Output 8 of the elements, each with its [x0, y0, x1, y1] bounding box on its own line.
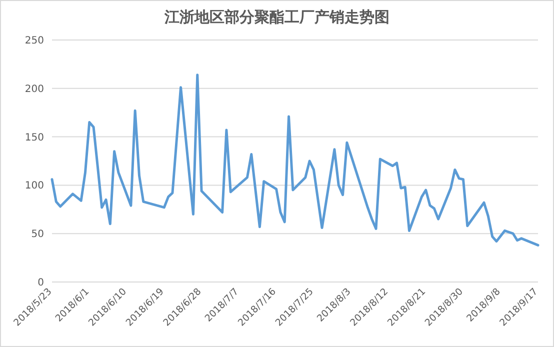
y-tick-label: 100	[24, 180, 44, 192]
y-tick-label: 150	[24, 132, 44, 144]
chart-title: 江浙地区部分聚酯工厂产销走势图	[164, 8, 390, 26]
line-series	[50, 74, 540, 246]
y-tick-label: 0	[38, 278, 44, 288]
y-tick-label: 200	[24, 84, 44, 95]
y-tick-label: 50	[31, 229, 44, 240]
y-tick-label: 250	[24, 36, 44, 46]
